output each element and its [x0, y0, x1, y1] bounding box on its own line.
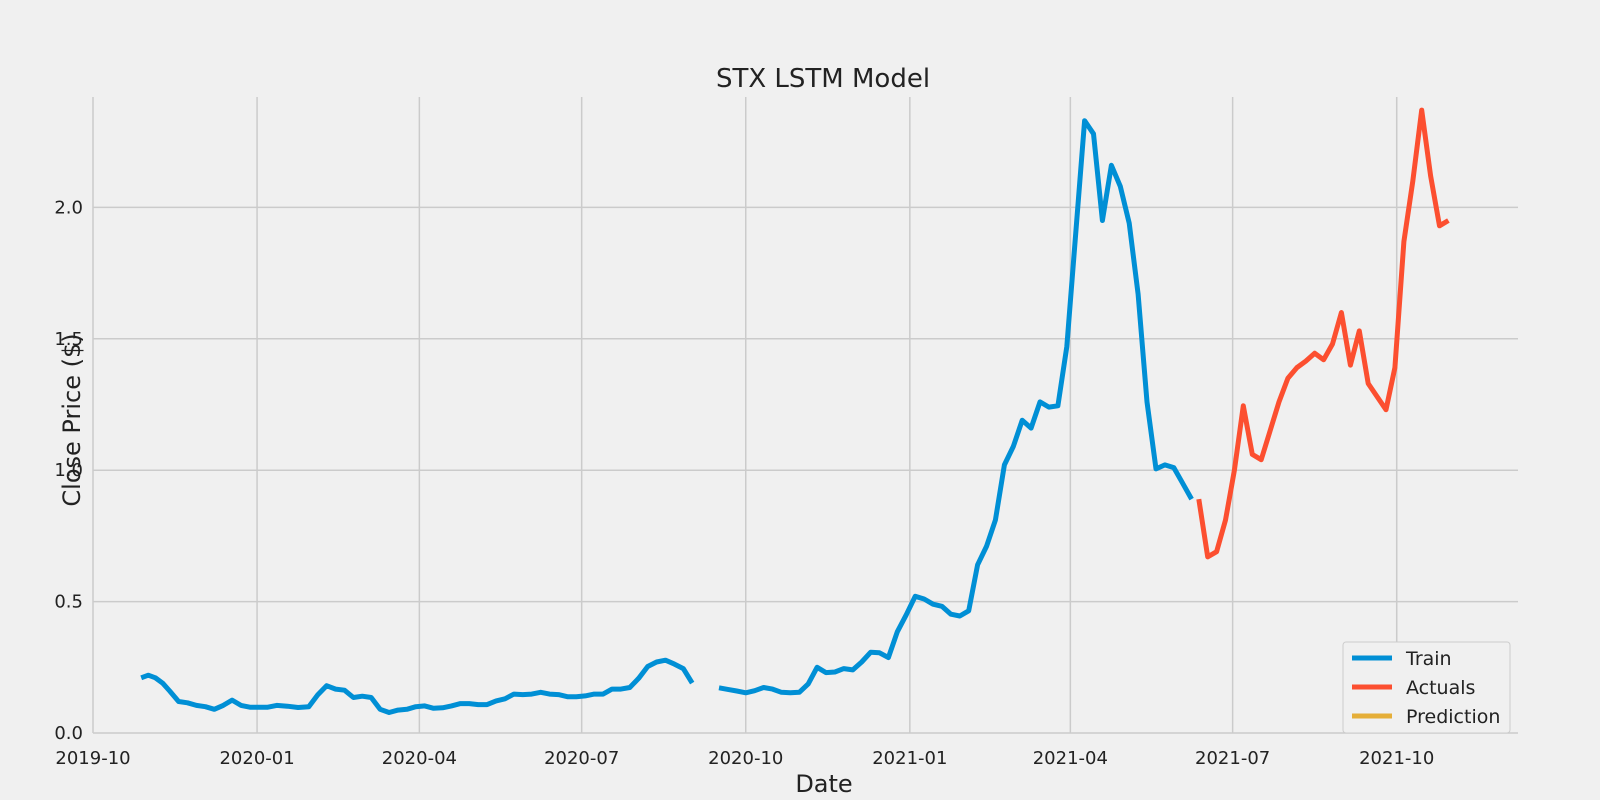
- x-tick-label: 2020-04: [382, 748, 457, 769]
- x-axis-label: Date: [795, 770, 852, 798]
- series-layer: [140, 107, 1450, 715]
- y-axis-label: Close Price ($): [58, 333, 86, 506]
- x-tick-label: 2020-10: [708, 748, 783, 769]
- y-tick-label: 1.5: [54, 329, 83, 350]
- legend-label-prediction: Prediction: [1406, 706, 1500, 728]
- legend: Train Actuals Prediction: [1342, 641, 1511, 734]
- legend-entry-train: Train: [1352, 648, 1452, 670]
- legend-entry-actuals: Actuals: [1352, 677, 1475, 699]
- legend-box: [1342, 641, 1511, 734]
- y-tick-label: 0.0: [54, 723, 83, 744]
- y-tick-label: 1.0: [54, 460, 83, 481]
- x-tick-label: 2020-01: [219, 748, 294, 769]
- y-tick-label: 2.0: [54, 197, 83, 218]
- x-tick-label: 2021-07: [1195, 748, 1270, 769]
- legend-entry-prediction: Prediction: [1352, 706, 1500, 728]
- chart-title: STX LSTM Model: [716, 64, 930, 94]
- x-tick-label: 2019-10: [55, 748, 130, 769]
- grid: [92, 97, 1518, 734]
- tick-labels: 2019-10 2020-01 2020-04 2020-07 2020-10 2021-…: [54, 197, 1434, 769]
- x-tick-label: 2021-01: [872, 748, 947, 769]
- y-tick-label: 0.5: [54, 592, 83, 613]
- legend-label-actuals: Actuals: [1406, 677, 1475, 699]
- series-line-actuals: [1196, 107, 1450, 560]
- legend-label-train: Train: [1405, 648, 1452, 670]
- x-tick-label: 2020-07: [544, 748, 619, 769]
- x-tick-label: 2021-10: [1359, 748, 1434, 769]
- series-line-train: [718, 118, 1194, 696]
- x-tick-label: 2021-04: [1033, 748, 1108, 769]
- series-line-train: [140, 657, 695, 715]
